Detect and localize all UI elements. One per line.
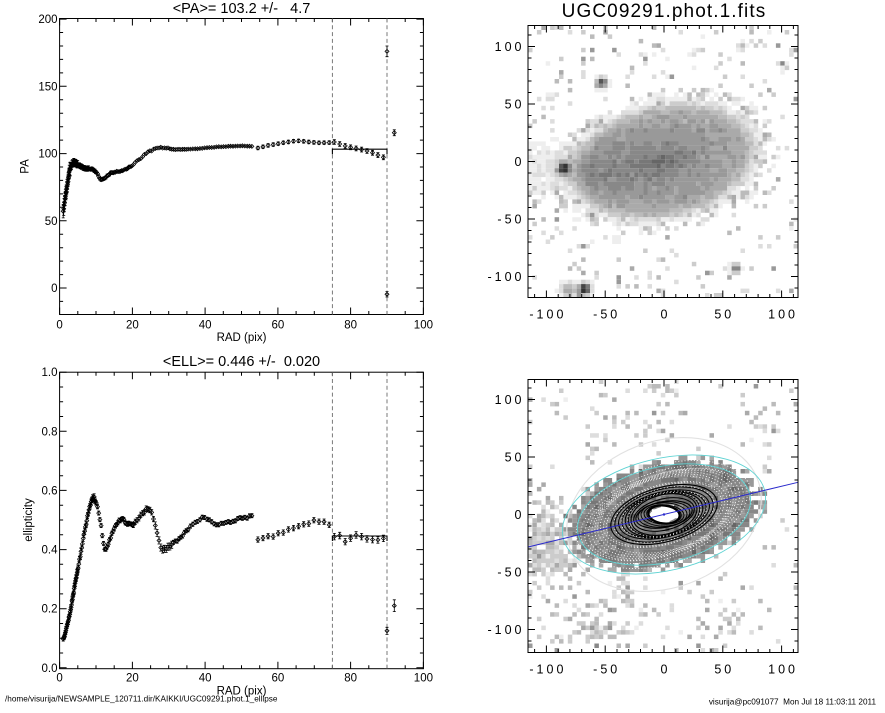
svg-text:150: 150 <box>38 81 57 93</box>
svg-text:0: 0 <box>56 320 62 332</box>
svg-text:50: 50 <box>714 308 734 322</box>
svg-text:0: 0 <box>661 308 671 322</box>
svg-text:0: 0 <box>515 155 525 169</box>
svg-text:80: 80 <box>344 320 357 332</box>
svg-text:50: 50 <box>505 98 525 112</box>
svg-text:100: 100 <box>414 320 433 332</box>
svg-text:40: 40 <box>199 320 212 332</box>
svg-text:100: 100 <box>768 663 798 677</box>
svg-text:0: 0 <box>515 508 525 522</box>
svg-text:60: 60 <box>272 673 285 685</box>
svg-text:-100: -100 <box>529 308 566 322</box>
svg-text:<PA>= 103.2 +/- 4.7: <PA>= 103.2 +/- 4.7 <box>173 1 311 17</box>
svg-text:<ELL>= 0.446 +/- 0.020: <ELL>= 0.446 +/- 0.020 <box>163 354 320 370</box>
svg-text:200: 200 <box>38 14 57 26</box>
svg-text:0.4: 0.4 <box>42 545 59 557</box>
svg-text:0: 0 <box>56 673 62 685</box>
svg-text:-100: -100 <box>529 663 566 677</box>
svg-text:100: 100 <box>495 40 525 54</box>
svg-text:100: 100 <box>768 308 798 322</box>
svg-text:100: 100 <box>414 673 433 685</box>
svg-text:-50: -50 <box>593 663 620 677</box>
svg-text:0: 0 <box>661 663 671 677</box>
svg-text:60: 60 <box>272 320 285 332</box>
svg-text:40: 40 <box>199 673 212 685</box>
svg-text:RAD (pix): RAD (pix) <box>217 332 267 344</box>
svg-text:0.0: 0.0 <box>42 663 58 675</box>
svg-text:-100: -100 <box>487 623 524 637</box>
svg-text:0.2: 0.2 <box>42 604 58 616</box>
svg-text:RAD (pix): RAD (pix) <box>217 686 267 698</box>
svg-text:80: 80 <box>344 673 357 685</box>
svg-text:PA: PA <box>20 159 32 174</box>
svg-text:-100: -100 <box>487 270 524 284</box>
svg-text:0.8: 0.8 <box>42 426 58 438</box>
svg-text:0: 0 <box>51 283 57 295</box>
svg-text:ellipticity: ellipticity <box>23 498 35 542</box>
svg-text:20: 20 <box>126 673 139 685</box>
svg-text:visurija@pc091077 Mon Jul 18: visurija@pc091077 Mon Jul 18 11:03:11 20… <box>709 698 877 707</box>
svg-text:-50: -50 <box>497 566 524 580</box>
svg-text:-50: -50 <box>593 308 620 322</box>
svg-text:1.0: 1.0 <box>42 367 58 379</box>
svg-text:0.6: 0.6 <box>42 485 58 497</box>
svg-text:50: 50 <box>45 216 58 228</box>
svg-text:/home/visurija/NEWSAMPLE_12071: /home/visurija/NEWSAMPLE_120711.dir/KAIK… <box>5 695 278 704</box>
svg-text:100: 100 <box>495 393 525 407</box>
svg-text:-50: -50 <box>497 213 524 227</box>
svg-text:50: 50 <box>505 451 525 465</box>
svg-text:100: 100 <box>38 149 57 161</box>
svg-text:50: 50 <box>714 663 734 677</box>
svg-text:20: 20 <box>126 320 139 332</box>
svg-text:UGC09291.phot.1.fits: UGC09291.phot.1.fits <box>562 1 767 22</box>
